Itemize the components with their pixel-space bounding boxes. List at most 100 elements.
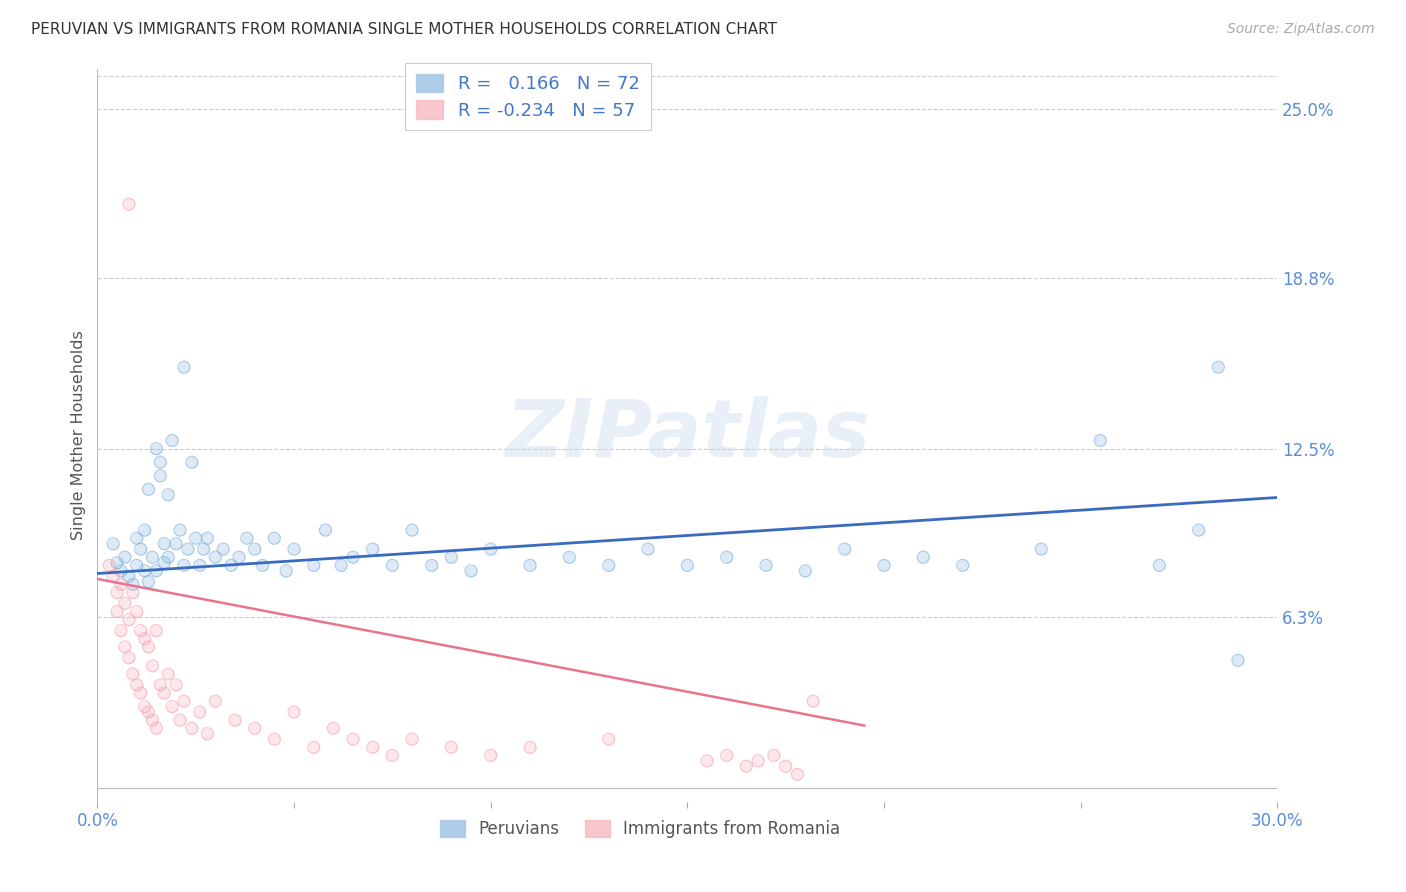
Point — [141, 658, 163, 673]
Point — [637, 542, 659, 557]
Point — [263, 531, 285, 545]
Point — [204, 694, 226, 708]
Point — [118, 650, 141, 665]
Point — [801, 694, 824, 708]
Point — [716, 748, 738, 763]
Point — [236, 531, 259, 545]
Point — [98, 558, 121, 573]
Point — [381, 748, 404, 763]
Point — [145, 564, 167, 578]
Point — [153, 686, 176, 700]
Point — [236, 531, 259, 545]
Point — [460, 564, 482, 578]
Point — [224, 713, 246, 727]
Point — [129, 624, 152, 638]
Point — [157, 667, 180, 681]
Point — [145, 721, 167, 735]
Point — [834, 542, 856, 557]
Point — [479, 542, 502, 557]
Point — [1206, 360, 1229, 375]
Point — [243, 721, 266, 735]
Point — [381, 558, 404, 573]
Point — [165, 678, 187, 692]
Point — [834, 542, 856, 557]
Point — [747, 754, 769, 768]
Point — [157, 488, 180, 502]
Point — [283, 705, 305, 719]
Point — [169, 713, 191, 727]
Point — [696, 754, 718, 768]
Point — [252, 558, 274, 573]
Point — [519, 740, 541, 755]
Point — [401, 732, 423, 747]
Point — [283, 542, 305, 557]
Text: PERUVIAN VS IMMIGRANTS FROM ROMANIA SINGLE MOTHER HOUSEHOLDS CORRELATION CHART: PERUVIAN VS IMMIGRANTS FROM ROMANIA SING… — [31, 22, 778, 37]
Point — [598, 732, 620, 747]
Point — [794, 564, 817, 578]
Point — [160, 699, 183, 714]
Point — [283, 542, 305, 557]
Point — [157, 550, 180, 565]
Point — [173, 558, 195, 573]
Point — [165, 678, 187, 692]
Point — [330, 558, 353, 573]
Point — [110, 564, 132, 578]
Point — [129, 542, 152, 557]
Point — [173, 558, 195, 573]
Point — [1031, 542, 1053, 557]
Point — [184, 531, 207, 545]
Point — [145, 442, 167, 456]
Point — [149, 678, 172, 692]
Point — [173, 360, 195, 375]
Point — [228, 550, 250, 565]
Point — [121, 667, 143, 681]
Point — [169, 713, 191, 727]
Point — [173, 694, 195, 708]
Point — [219, 558, 242, 573]
Point — [149, 678, 172, 692]
Point — [786, 767, 808, 781]
Point — [479, 542, 502, 557]
Point — [747, 754, 769, 768]
Point — [134, 699, 156, 714]
Point — [401, 523, 423, 537]
Point — [141, 713, 163, 727]
Point — [263, 531, 285, 545]
Point — [105, 605, 128, 619]
Point — [243, 542, 266, 557]
Point — [188, 558, 211, 573]
Point — [118, 650, 141, 665]
Point — [157, 488, 180, 502]
Point — [121, 585, 143, 599]
Point — [381, 748, 404, 763]
Point — [173, 360, 195, 375]
Point — [197, 531, 219, 545]
Point — [180, 455, 202, 469]
Point — [129, 542, 152, 557]
Point — [1090, 434, 1112, 448]
Point — [440, 740, 463, 755]
Point — [440, 550, 463, 565]
Point — [1226, 653, 1249, 667]
Point — [204, 550, 226, 565]
Point — [149, 455, 172, 469]
Point — [110, 624, 132, 638]
Point — [121, 577, 143, 591]
Point — [801, 694, 824, 708]
Point — [342, 732, 364, 747]
Point — [188, 558, 211, 573]
Point — [302, 740, 325, 755]
Point — [735, 759, 758, 773]
Point — [153, 536, 176, 550]
Point — [160, 699, 183, 714]
Point — [197, 531, 219, 545]
Point — [952, 558, 974, 573]
Point — [197, 727, 219, 741]
Point — [125, 531, 148, 545]
Point — [177, 542, 200, 557]
Point — [361, 542, 384, 557]
Point — [381, 558, 404, 573]
Point — [243, 721, 266, 735]
Text: ZIPatlas: ZIPatlas — [505, 396, 870, 474]
Point — [276, 564, 298, 578]
